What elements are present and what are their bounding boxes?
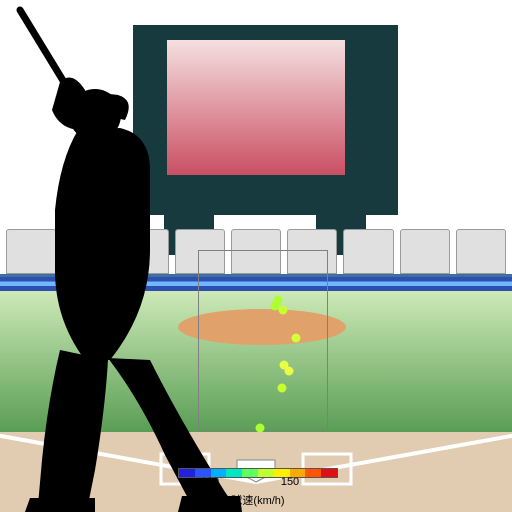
- batter-silhouette: [0, 0, 512, 512]
- legend-color-stop: [321, 469, 337, 477]
- legend-ticks: 100 150: [178, 478, 338, 492]
- pitch-location-chart: 100 150 球速(km/h): [0, 0, 512, 512]
- legend-color-stop: [305, 469, 321, 477]
- legend-color-stop: [179, 469, 195, 477]
- legend-color-stop: [242, 469, 258, 477]
- legend-color-stop: [258, 469, 274, 477]
- speed-legend: 100 150 球速(km/h): [178, 468, 338, 508]
- legend-color-stop: [226, 469, 242, 477]
- legend-axis-label: 球速(km/h): [178, 492, 338, 508]
- legend-tick: 150: [281, 476, 299, 488]
- legend-tick: 100: [201, 476, 219, 488]
